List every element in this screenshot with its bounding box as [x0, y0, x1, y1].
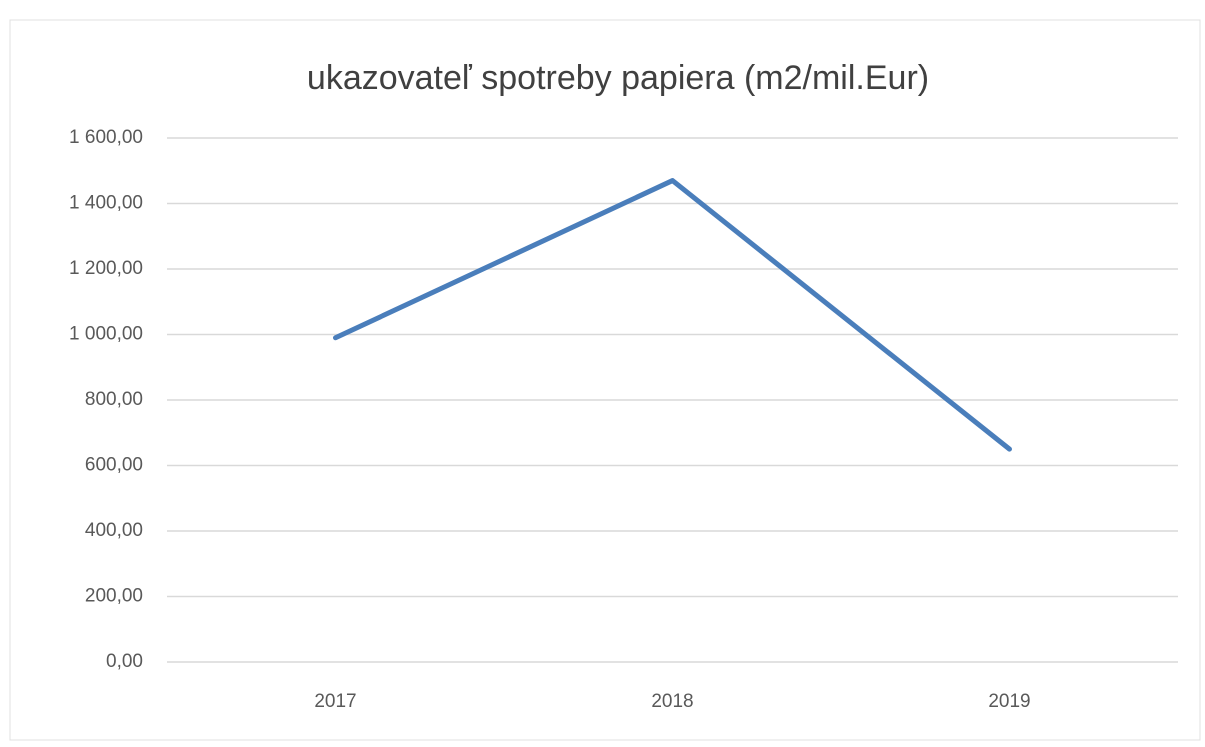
y-tick-label: 1 400,00: [69, 193, 143, 214]
y-tick-label: 400,00: [85, 520, 143, 541]
chart-frame: [9, 19, 1201, 741]
chart-title: ukazovateľ spotreby papiera (m2/mil.Eur): [307, 59, 929, 97]
y-tick-label: 0,00: [106, 651, 143, 672]
y-tick-label: 1 200,00: [69, 258, 143, 279]
y-tick-label: 200,00: [85, 586, 143, 607]
y-tick-label: 1 600,00: [69, 127, 143, 148]
x-tick-label: 2018: [651, 691, 693, 712]
y-tick-label: 1 000,00: [69, 324, 143, 345]
x-tick-label: 2017: [314, 691, 356, 712]
y-tick-label: 800,00: [85, 389, 143, 410]
x-tick-label: 2019: [988, 691, 1030, 712]
y-tick-label: 600,00: [85, 455, 143, 476]
data-line: [333, 178, 1012, 452]
